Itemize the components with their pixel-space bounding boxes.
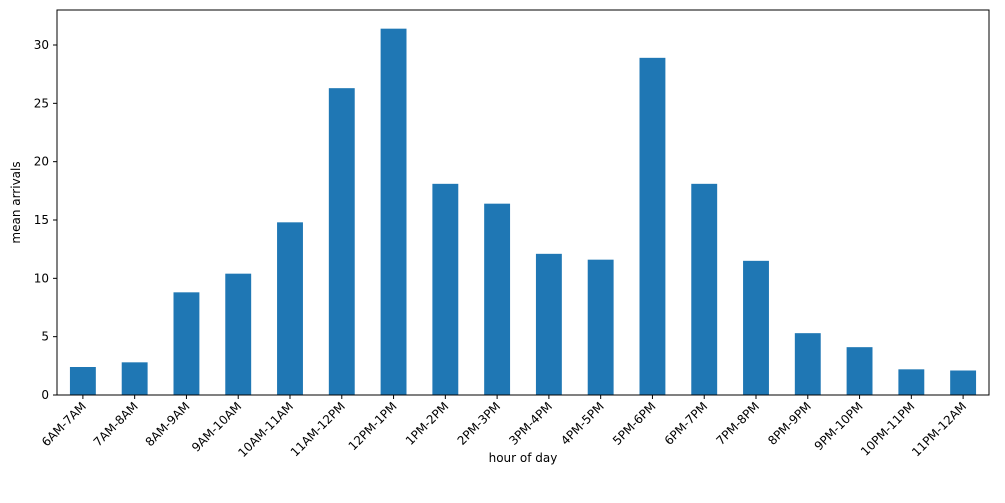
bar-9PM-10PM [846,347,873,395]
x-tick-label: 5PM-6PM [610,399,659,448]
bar-7AM-8AM [121,362,148,395]
x-tick-label: 3PM-4PM [506,399,555,448]
bar-5PM-6PM [639,57,666,395]
bar-10PM-11PM [898,369,925,395]
bar-11PM-12AM [950,370,977,395]
x-tick-label: 11AM-12PM [288,399,348,459]
bar-11AM-12PM [328,88,355,396]
x-tick-label: 6PM-7PM [662,399,711,448]
bar-12PM-1PM [380,28,407,395]
x-tick-label: 11PM-12AM [909,399,969,459]
y-tick-label: 5 [41,330,49,344]
y-axis-label: mean arrivals [9,161,23,243]
bar-6AM-7AM [69,367,96,395]
y-tick-label: 20 [34,155,49,169]
x-tick-label: 4PM-5PM [558,399,607,448]
x-tick-label: 7PM-8PM [713,399,762,448]
bar-7PM-8PM [743,260,769,395]
bar-6PM-7PM [691,183,718,395]
x-tick-label: 6AM-7AM [39,399,89,449]
plot-frame [56,9,990,396]
x-tick-label: 12PM-1PM [346,399,400,453]
bars-group [69,28,977,396]
x-tick-label: 1PM-2PM [403,399,452,448]
y-axis: 0 5 10 15 20 25 30 [34,38,57,402]
bar-3PM-4PM [535,253,562,395]
x-axis-label: hour of day [489,451,558,465]
x-tick-label: 7AM-8AM [91,399,141,449]
x-tick-label: 8AM-9AM [143,399,193,449]
x-tick-label: 9AM-10AM [189,399,244,454]
y-tick-label: 10 [34,271,49,285]
bar-9AM-10AM [225,273,252,395]
bar-1PM-2PM [432,183,459,395]
y-tick-label: 25 [34,96,49,110]
x-tick-label: 2PM-3PM [455,399,504,448]
x-tick-label: 10AM-11AM [235,399,296,460]
y-tick-label: 30 [34,38,49,52]
bar-8PM-9PM [794,333,821,395]
y-tick-label: 15 [34,213,49,227]
bar-10AM-11AM [277,222,303,395]
x-tick-label: 9PM-10PM [812,399,866,453]
bar-2PM-3PM [484,203,511,395]
bar-8AM-9AM [173,292,200,395]
bar-4PM-5PM [587,259,614,395]
y-tick-label: 0 [41,388,49,402]
x-tick-label: 8PM-9PM [765,399,814,448]
